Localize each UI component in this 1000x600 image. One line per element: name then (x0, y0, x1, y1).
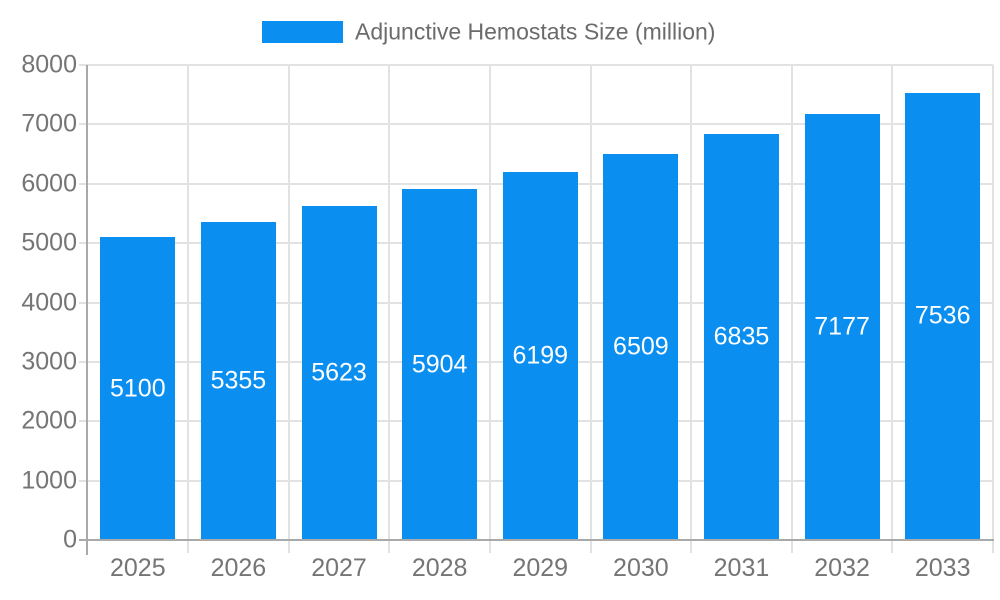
bar-value-label: 6199 (512, 341, 569, 370)
bar-2030: 6509 (603, 153, 679, 540)
gridline-vertical (488, 65, 491, 553)
gridline-horizontal (79, 64, 993, 66)
bar-value-label: 5100 (109, 374, 166, 403)
bar-value-label: 6509 (613, 332, 669, 361)
legend-label: Adjunctive Hemostats Size (million) (355, 18, 716, 45)
bar-value-label: 7177 (814, 312, 870, 341)
bar-2026: 5355 (200, 222, 276, 540)
bar-2029: 6199 (502, 171, 578, 540)
gridline-vertical (589, 65, 592, 553)
gridline-vertical (891, 65, 894, 553)
x-axis-label: 2029 (512, 554, 569, 582)
bar-2032: 7177 (804, 113, 880, 540)
x-axis-label: 2031 (713, 554, 770, 582)
y-axis-label: 3000 (21, 347, 77, 376)
x-axis-label: 2032 (814, 554, 870, 582)
bar-2028: 5904 (402, 189, 478, 540)
gridline-vertical (790, 65, 793, 553)
x-axis-label: 2027 (311, 554, 367, 582)
gridline-vertical (690, 65, 693, 553)
gridline-vertical (287, 65, 290, 553)
y-axis-label: 1000 (21, 466, 77, 495)
bar-2033: 7536 (905, 92, 981, 540)
bar-2027: 5623 (301, 206, 377, 540)
bar-value-label: 5355 (210, 366, 267, 395)
gridline-horizontal (79, 123, 993, 126)
bar-value-label: 5623 (311, 358, 367, 387)
y-axis-label: 5000 (21, 228, 77, 257)
bar-2031: 6835 (703, 134, 779, 540)
x-axis-label: 2025 (109, 554, 166, 582)
y-axis-label: 6000 (21, 169, 77, 198)
x-axis-label: 2028 (411, 554, 468, 582)
bar-value-label: 5904 (411, 350, 468, 379)
chart-legend: Adjunctive Hemostats Size (million) (0, 0, 1000, 55)
legend-swatch (262, 21, 343, 43)
y-axis-label: 0 (63, 525, 77, 554)
x-axis-label: 2026 (210, 554, 267, 582)
x-axis-line (79, 539, 994, 541)
gridline-vertical (992, 65, 994, 553)
y-axis-label: 8000 (21, 50, 77, 79)
x-axis-label: 2033 (914, 554, 971, 582)
y-axis-line (86, 65, 88, 555)
bar-value-label: 6835 (713, 322, 770, 351)
x-axis-label: 2030 (613, 554, 669, 582)
gridline-vertical (388, 65, 391, 553)
bar-value-label: 7536 (914, 301, 971, 330)
y-axis-label: 2000 (21, 406, 77, 435)
y-axis-label: 7000 (21, 109, 77, 138)
y-axis-label: 4000 (21, 288, 77, 316)
gridline-vertical (187, 65, 190, 553)
bar-2025: 5100 (100, 237, 176, 540)
